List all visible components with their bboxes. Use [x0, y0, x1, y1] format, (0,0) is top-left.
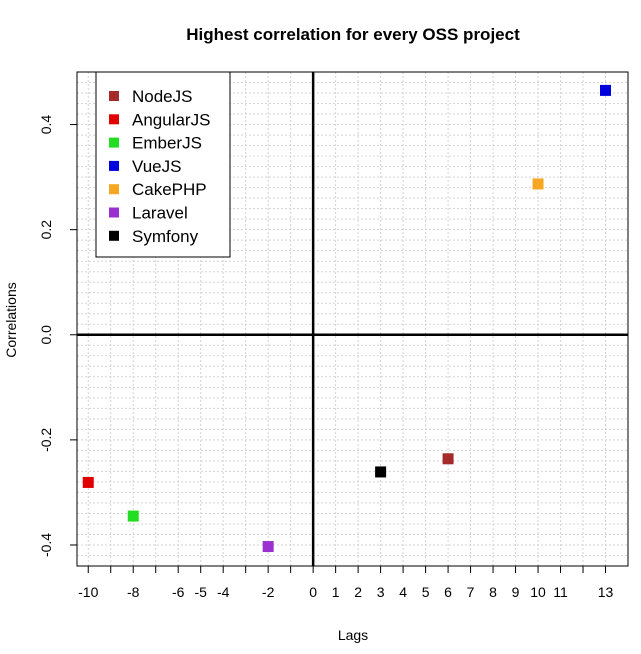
y-tick-label: 0.2 [38, 220, 54, 240]
x-tick-label: -5 [194, 584, 207, 600]
data-point-cakephp [532, 178, 544, 190]
x-tick-label: -2 [262, 584, 275, 600]
legend-item-laravel: Laravel [109, 204, 188, 223]
legend-swatch [109, 114, 119, 125]
legend-label: CakePHP [132, 180, 207, 199]
legend-label: EmberJS [132, 134, 202, 153]
legend-item-nodejs: NodeJS [109, 87, 192, 106]
legend-swatch [109, 184, 119, 195]
legend-item-symfony: Symfony [109, 227, 199, 246]
x-tick-label: -8 [127, 584, 140, 600]
data-point-laravel [262, 541, 274, 553]
point-marker [600, 84, 612, 96]
x-tick-label: 7 [467, 584, 475, 600]
legend-swatch [109, 91, 119, 101]
x-tick-label: 4 [399, 584, 407, 600]
legend: NodeJS AngularJS EmberJS VueJS CakePHP Larave… [95, 71, 231, 258]
x-tick-label: 9 [512, 584, 520, 600]
x-tick-label: 6 [444, 584, 452, 600]
legend-label: AngularJS [132, 110, 210, 129]
y-axis-label: Correlations [3, 282, 19, 357]
x-tick-label: 10 [530, 584, 546, 600]
legend-item-vuejs: VueJS [109, 157, 181, 176]
x-tick-label: 5 [422, 584, 430, 600]
data-points [82, 84, 612, 553]
chart-title: Highest correlation for every OSS projec… [186, 25, 520, 44]
data-point-angularjs [82, 476, 94, 488]
y-tick-label: 0.4 [38, 115, 54, 135]
point-marker [127, 510, 139, 522]
x-tick-label: -6 [172, 584, 185, 600]
point-marker [375, 466, 387, 478]
legend-label: Symfony [132, 227, 199, 246]
legend-swatch [109, 230, 119, 241]
legend-label: NodeJS [132, 87, 192, 106]
x-tick-label: 3 [377, 584, 385, 600]
x-tick-label: 2 [354, 584, 362, 600]
data-point-nodejs [442, 453, 454, 465]
x-tick-label: -10 [78, 584, 98, 600]
legend-item-angularjs: AngularJS [109, 110, 210, 129]
axes: -10 -8 -6 -5 -4 -2 0 1 2 3 4 5 6 7 8 9 10 11 13 -0.4 -0.2 0.0… [38, 71, 629, 600]
legend-label: Laravel [132, 204, 188, 223]
plot-frame [76, 71, 629, 567]
point-marker [82, 476, 94, 488]
point-marker [532, 178, 544, 190]
data-point-vuejs [600, 84, 612, 96]
point-marker [442, 453, 454, 465]
legend-swatch [109, 137, 119, 148]
legend-label: VueJS [132, 157, 181, 176]
legend-item-emberjs: EmberJS [109, 134, 202, 153]
y-tick-label: -0.2 [38, 428, 54, 452]
point-marker [262, 541, 274, 553]
x-tick-label: 8 [489, 584, 497, 600]
x-tick-label: 0 [309, 584, 317, 600]
x-tick-label: -4 [217, 584, 230, 600]
y-tick-label: -0.4 [38, 533, 54, 557]
legend-item-cakephp: CakePHP [109, 180, 207, 199]
y-tick-label: 0.0 [38, 325, 54, 345]
legend-swatch [109, 207, 119, 218]
x-tick-label: 11 [553, 584, 568, 600]
x-tick-label: 1 [332, 584, 340, 600]
data-point-symfony [375, 466, 387, 478]
x-tick-label: 13 [598, 584, 614, 600]
data-point-emberjs [127, 510, 139, 522]
legend-swatch [109, 160, 119, 171]
x-axis-label: Lags [338, 627, 368, 643]
